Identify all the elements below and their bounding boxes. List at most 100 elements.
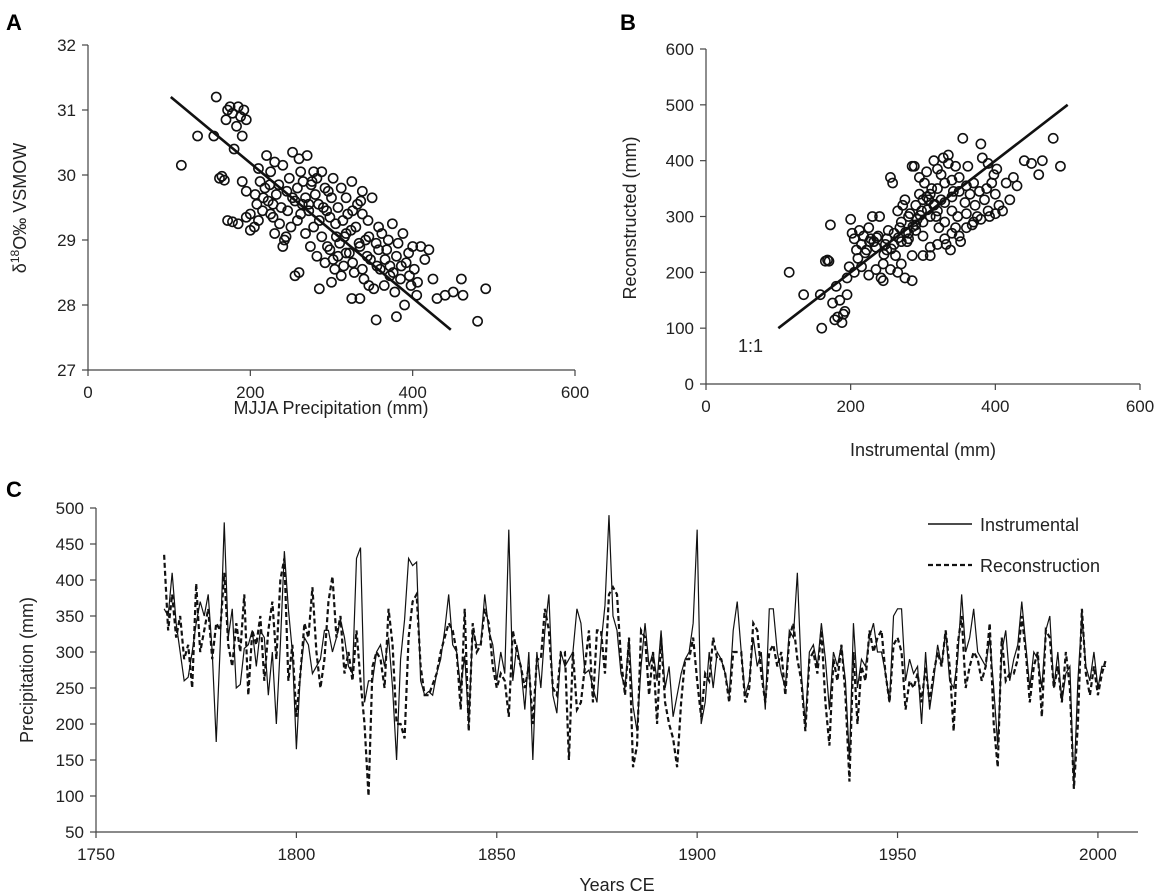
panel-a-point [324,244,336,256]
panel-a-point [240,114,252,126]
panel-a-point [300,228,311,239]
panel-a-point [269,228,281,239]
panel-b-point [932,183,943,194]
panel-b-point [974,185,985,197]
panel-b-point [942,158,954,169]
panel-a-point [326,276,337,288]
panel-b-point [890,250,901,261]
panel-a-point [480,283,492,295]
panel-a-point [356,185,368,197]
panel-a-point [370,237,382,249]
panel-a-point [408,263,420,275]
panel-b-point [939,233,951,245]
panel-b-point [989,188,1001,200]
panel-b-point [968,216,980,228]
panel-a-point [345,224,357,236]
panel-b-point [903,211,914,222]
panel-b-annotation: 1:1 [738,336,763,356]
panel-b-point [947,185,959,197]
panel-b-point [997,205,1008,217]
panel-a-point [327,172,339,184]
panel-a-point [395,260,407,272]
panel-a-x-tick-label: 600 [561,383,589,402]
panel-a-x-tick-label: 400 [398,383,426,402]
panel-a-point [356,263,368,275]
panel-a-point [324,211,336,223]
panel-b-x-tick-label: 200 [836,397,864,416]
panel-b-x-axis-label: Instrumental (mm) [850,440,996,460]
panel-a-point [370,314,382,326]
panel-a-y-axis-label: δ18O‰ VSMOW [8,143,30,273]
panel-b-point [887,177,899,189]
panel-b-y-tick-label: 500 [666,96,694,115]
panel-b-point [906,250,918,261]
panel-b-point [783,266,795,278]
panel-c-ticks: 1750 1800 1850 1900 1950 2000 50 100 150 200 250 30… [56,499,1117,864]
panel-b-point [946,174,958,186]
panel-b-point [953,172,965,183]
panel-a-point [285,221,297,233]
panel-a-point [232,101,244,113]
panel-b-point [952,211,964,222]
panel-a-point [218,174,230,186]
panel-b-point [975,213,987,225]
panel-c-y-tick-label: 500 [56,499,84,518]
panel-b-point [858,230,870,242]
panel-a-point [235,111,246,122]
panel-b-point [913,188,925,200]
panel-c-y-tick-label: 400 [56,571,84,590]
panel-a-point [412,276,423,288]
panel-a-point [228,143,240,155]
panel-a-point [313,215,325,226]
panel-a-x-tick-label: 0 [83,383,92,402]
panel-b-y-tick-label: 300 [666,208,694,227]
panel-b-point [899,272,911,284]
panel-a-point [227,216,238,228]
panel-b-point [871,232,883,244]
panel-a-point [374,263,386,275]
panel-b-ticks: 0 200 400 600 0 100 200 300 400 500 600 [666,40,1155,416]
panel-a-point [407,241,419,252]
panel-b-y-tick-label: 100 [666,319,694,338]
panel-a-point [355,195,367,207]
panel-b-point [988,169,1000,181]
panel-b-point [829,314,841,326]
legend-label-reconstruction: Reconstruction [980,556,1100,576]
panel-a-point [316,166,328,178]
panel-a-point [404,270,415,282]
panel-b-1to1-line [777,103,1069,330]
panel-a-x-tick-label: 200 [236,383,264,402]
panel-a-point [240,185,252,197]
panel-a-point [379,254,391,265]
panel-b-point [848,233,860,245]
panel-b-point [1047,132,1059,144]
panel-c-y-tick-label: 200 [56,715,84,734]
panel-a-point [261,150,272,161]
legend-label-instrumental: Instrumental [980,515,1079,535]
panel-b-x-tick-label: 0 [701,397,710,416]
panel-a-point [277,159,289,171]
panel-b-point [969,199,981,211]
panel-a-point [354,293,366,304]
panel-a-point [210,91,222,103]
panel-a-points [175,91,492,327]
panel-c-x-axis-label: Years CE [579,875,654,895]
panel-b-point [961,208,972,220]
panel-a-point [472,315,483,327]
panel-c-x-tick-label: 1800 [277,845,315,864]
panel-b-point [991,163,1003,175]
panel-a-point [300,192,311,204]
panel-c-y-tick-label: 450 [56,535,84,554]
panel-a-point [254,176,266,187]
panel-a-point [347,257,359,269]
panel-a-point [358,273,370,285]
panel-b-point [946,227,958,239]
panel-b-point [930,211,942,222]
panel-b-point [939,177,951,189]
panel-a-point [347,205,359,217]
panel-b-y-axis-label: Reconstructed (mm) [620,136,640,299]
panel-b-point [917,194,929,206]
panel-a-point [332,202,344,213]
panel-b-y-tick-label: 200 [666,263,694,282]
